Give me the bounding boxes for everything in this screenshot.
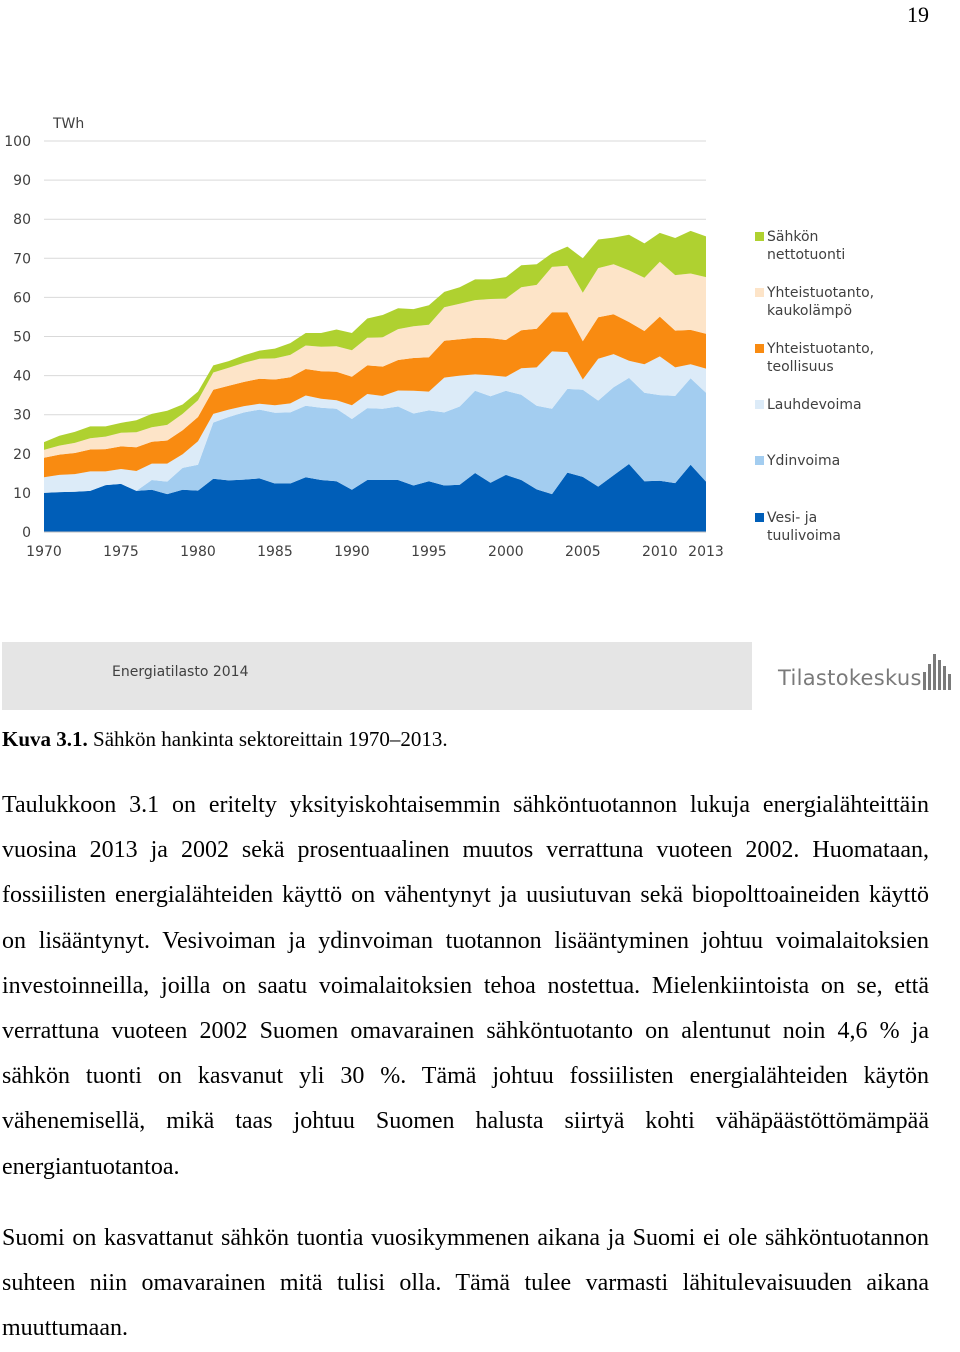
legend-label: Ydinvoima: [766, 453, 840, 469]
legend-label: Lauhdevoima: [767, 397, 862, 413]
figure-source-label: Energiatilasto 2014: [112, 664, 249, 680]
caption-text: Sähkön hankinta sektoreittain 1970–2013.: [87, 727, 448, 751]
legend-swatch: [755, 456, 764, 465]
legend-swatch: [755, 288, 764, 297]
electricity-supply-chart: 0 10 20 30 40 50 60 70 80 90 100 TWh 1970 1975 1980 198…: [4, 116, 874, 560]
legend-label: Sähkön nettotuonti: [767, 229, 845, 263]
x-tick-label: 2013: [688, 544, 724, 560]
area-series: [44, 464, 706, 532]
x-tick-label: 1995: [411, 544, 447, 560]
y-tick-label: 70: [13, 251, 31, 267]
y-tick-label: 50: [13, 330, 31, 346]
x-tick-label: 2000: [488, 544, 524, 560]
y-tick-label: 40: [13, 369, 31, 385]
y-tick-label: 100: [4, 134, 31, 150]
page-number: 19: [907, 2, 929, 27]
figure-source-band: [2, 642, 752, 710]
y-tick-label: 0: [22, 525, 31, 541]
x-tick-label: 2010: [642, 544, 678, 560]
x-tick-label: 1990: [334, 544, 370, 560]
x-tick-label: 1970: [26, 544, 62, 560]
y-tick-label: 20: [13, 447, 31, 463]
area-series: [44, 261, 706, 458]
x-tick-label: 2005: [565, 544, 601, 560]
area-series: [44, 312, 706, 478]
body-paragraph: Taulukkoon 3.1 on eritelty yksityiskohta…: [2, 792, 929, 1180]
legend-label: Vesi- ja tuulivoima: [767, 510, 841, 544]
legend-label: Yhteistuotanto, teollisuus: [766, 341, 874, 375]
legend-swatch: [755, 232, 764, 241]
body-paragraph: Suomi on kasvattanut sähkön tuontia vuos…: [2, 1225, 929, 1342]
y-tick-label: 80: [13, 212, 31, 228]
area-series: [44, 377, 706, 495]
area-series: [44, 230, 706, 450]
legend-swatch: [755, 513, 764, 522]
y-tick-label: 60: [13, 290, 31, 306]
y-tick-label: 30: [13, 408, 31, 424]
y-tick-label: 90: [13, 173, 31, 189]
x-tick-label: 1980: [180, 544, 216, 560]
legend-label: Yhteistuotanto, kaukolämpö: [766, 285, 874, 319]
y-tick-label: 10: [13, 486, 31, 502]
legend-swatch: [755, 344, 764, 353]
figure-caption: Kuva 3.1. Sähkön hankinta sektoreittain …: [2, 727, 448, 752]
x-tick-label: 1985: [257, 544, 293, 560]
x-tick-label: 1975: [103, 544, 139, 560]
area-series: [44, 351, 706, 493]
y-axis-label: TWh: [52, 116, 84, 132]
bar-logo-icon: [923, 654, 951, 690]
caption-label: Kuva 3.1.: [2, 727, 88, 751]
legend-swatch: [755, 400, 764, 409]
logo-text: Tilastokeskus: [778, 666, 922, 690]
